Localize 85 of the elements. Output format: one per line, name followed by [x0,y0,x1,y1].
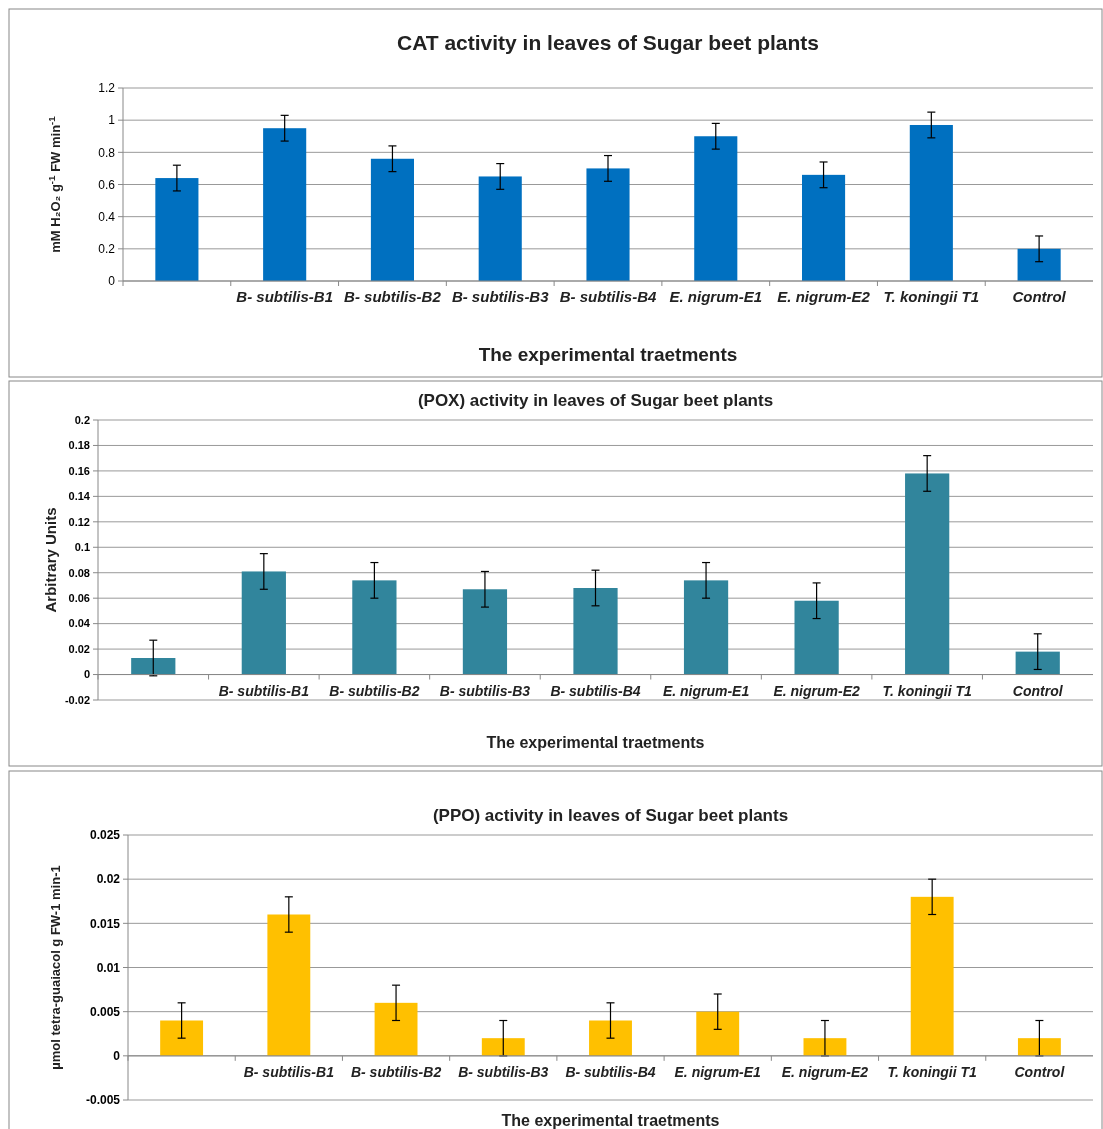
bar [905,473,950,675]
y-tick-label: -0.005 [85,1093,121,1108]
y-tick-label: 0.6 [98,177,116,192]
x-tick-label: E. nigrum-E1 [662,682,750,699]
y-tick-label: 1 [108,113,116,128]
bar [802,174,846,281]
bar [374,1002,418,1056]
bar [589,1020,632,1056]
y-tick-label: 1.2 [98,81,116,96]
bar [160,1020,204,1056]
x-tick-label: B- subtilis-B3 [439,682,531,699]
chart-title: (POX) activity in leaves of Sugar beet plants [417,391,774,410]
bar [267,914,311,1056]
y-tick-label: 0.04 [68,617,91,630]
bar [241,571,286,675]
x-tick-label: B- subtilis-B2 [329,682,420,699]
x-tick-label: B- subtilis-B1 [218,682,310,699]
x-tick-label: E. nigrum-E1 [669,288,763,305]
bar [370,158,414,281]
y-tick-label: 0.14 [68,490,91,503]
bar [478,176,522,281]
y-tick-label: 0 [108,274,116,289]
bar [694,136,738,281]
y-tick-label: 0.12 [68,515,90,528]
bar [155,178,199,281]
y-tick-label: 0.005 [89,1004,121,1019]
bar [910,896,954,1056]
x-tick-label: E. nigrum-E1 [674,1063,762,1080]
bar [696,1011,740,1056]
y-tick-label: 0.01 [96,960,121,975]
y-tick-label: -0.02 [64,693,90,706]
y-tick-label: 0.2 [98,242,116,257]
bar [803,1038,847,1056]
x-tick-label: B- subtilis-B2 [344,288,442,305]
x-axis-title: The experimental traetments [501,1112,720,1129]
y-tick-label: 0.16 [68,464,90,477]
y-tick-label: 0.8 [98,145,116,160]
bar [909,124,953,281]
bar [1017,248,1061,281]
y-axis-title: Arbitrary Units [42,507,59,613]
chart-title: (PPO) activity in leaves of Sugar beet plants [432,806,789,825]
x-tick-label: B- subtilis-B1 [236,288,334,305]
x-tick-label: E. nigrum-E2 [781,1063,869,1080]
bar [131,658,176,675]
y-tick-label: 0.4 [98,209,116,224]
x-tick-label: E. nigrum-E2 [773,682,860,699]
x-tick-label: B- subtilis-B3 [458,1063,549,1080]
bar [586,168,630,281]
bar [1015,651,1060,675]
y-tick-label: 0.02 [96,872,121,887]
bar [573,588,618,675]
y-tick-label: 0.18 [68,439,90,452]
y-tick-label: 0.06 [68,592,90,605]
x-tick-label: E. nigrum-E2 [777,288,871,305]
y-tick-label: 0 [113,1049,121,1064]
bar [481,1038,525,1056]
bar [462,589,508,675]
y-tick-label: 0.025 [89,828,121,843]
y-tick-label: 0.015 [89,916,121,931]
x-tick-label: B- subtilis-B1 [243,1063,335,1080]
bar [352,580,397,675]
x-tick-label: T. koningii T1 [883,288,980,305]
x-tick-label: Control [1014,1063,1066,1080]
y-tick-label: 0 [83,668,90,681]
chart-title: CAT activity in leaves of Sugar beet plants [396,31,820,54]
bar [1017,1038,1061,1056]
x-tick-label: T. koningii T1 [887,1063,977,1080]
y-tick-label: 0.08 [68,566,90,579]
bar [683,580,729,675]
x-tick-label: T. koningii T1 [882,682,972,699]
y-tick-label: 0.02 [68,642,90,655]
x-tick-label: B- subtilis-B4 [559,288,657,305]
y-axis-title: µmol tetra-guaiacol g FW-1 min-1 [48,865,63,1070]
x-tick-label: Control [1012,288,1067,305]
x-tick-label: B- subtilis-B4 [550,682,641,699]
x-tick-label: Control [1012,682,1064,699]
x-axis-title: The experimental traetments [478,344,738,365]
x-tick-label: B- subtilis-B4 [565,1063,656,1080]
x-axis-title: The experimental traetments [486,734,705,751]
bar [794,600,839,675]
y-tick-label: 0.1 [74,541,90,554]
y-tick-label: 0.2 [74,413,90,426]
bar [263,128,307,281]
x-tick-label: B- subtilis-B2 [350,1063,442,1080]
x-tick-label: B- subtilis-B3 [451,288,550,305]
